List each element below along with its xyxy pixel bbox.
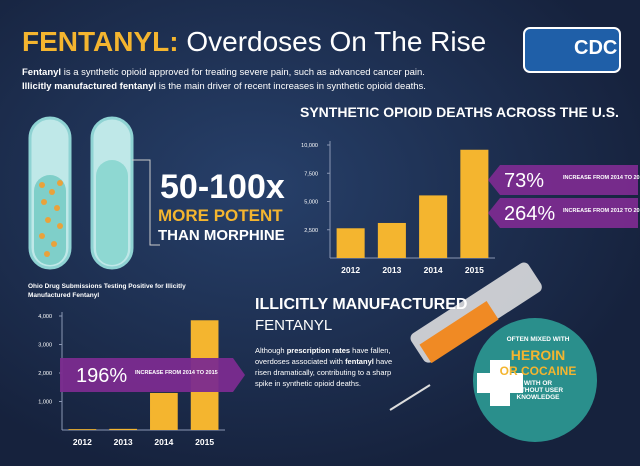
banner-text: INCREASE FROM 2012 TO 2015 <box>563 208 640 214</box>
banner-text: INCREASE FROM 2014 TO 2015 <box>563 175 640 181</box>
banner-figure: 73% <box>504 170 544 192</box>
test-tubes <box>28 116 160 270</box>
y-tick-label: 7,500 <box>304 171 318 177</box>
x-tick-label: 2013 <box>114 437 133 447</box>
bold-run: prescription rates <box>286 346 351 355</box>
potency-line2: THAN MORPHINE <box>158 227 285 244</box>
logo: CDC <box>574 37 618 59</box>
banner-text: INCREASE FROM 2014 TO 2015 <box>135 370 218 376</box>
intro-line: Fentanyl is a synthetic opioid approved … <box>22 66 426 80</box>
text-run: is a synthetic opioid approved for treat… <box>61 67 425 78</box>
illicit-title: ILLICITLY MANUFACTURED <box>255 296 468 313</box>
bold-run: Illicitly manufactured fentanyl <box>22 81 157 92</box>
mixed-line2: HEROIN <box>510 347 566 363</box>
y-tick-label: 4,000 <box>38 314 52 320</box>
chart-title: SYNTHETIC OPIOID DEATHS ACROSS THE U.S. <box>300 104 619 120</box>
x-tick-label: 2012 <box>341 265 360 275</box>
bold-run: Fentanyl <box>22 67 62 78</box>
x-tick-label: 2015 <box>195 437 214 447</box>
y-tick-label: 5,000 <box>304 200 318 206</box>
mixed-line4: WITH OR WITHOUT USER KNOWLEDGE <box>512 380 564 401</box>
y-tick-label: 1,000 <box>38 400 52 406</box>
y-tick-label: 3,000 <box>38 343 52 349</box>
x-tick-label: 2014 <box>154 437 173 447</box>
bar <box>150 392 178 430</box>
mixed-line3: OR COCAINE <box>499 364 577 378</box>
mixed-line1: OFTEN MIXED WITH <box>506 336 570 343</box>
illicit-subtitle: FENTANYL <box>255 317 333 334</box>
text-run: have fallen, overdoses associated with <box>255 346 391 366</box>
bold-run: fentanyl <box>345 357 374 366</box>
banner <box>488 198 638 228</box>
y-tick-label: 2,500 <box>304 228 318 234</box>
potency-big: 50-100x <box>160 168 285 206</box>
y-tick-label: 2,000 <box>38 371 52 377</box>
logo-box <box>523 27 621 73</box>
bar <box>109 428 137 430</box>
banner <box>60 358 245 392</box>
title-bold: FENTANYL: <box>22 26 179 57</box>
x-tick-label: 2015 <box>465 265 484 275</box>
intro: Fentanyl is a synthetic opioid approved … <box>22 66 426 94</box>
x-tick-label: 2013 <box>382 265 401 275</box>
title-text: Overdoses On The Rise <box>186 26 487 57</box>
text-run: Although <box>255 346 287 355</box>
intro-line: Illicitly manufactured fentanyl is the m… <box>22 80 426 94</box>
x-tick-label: 2012 <box>73 437 92 447</box>
bar <box>68 429 97 430</box>
x-tick-label: 2014 <box>424 265 443 275</box>
banner-figure: 196% <box>76 365 127 387</box>
bar <box>460 149 489 258</box>
bar <box>377 222 406 258</box>
chart-title: Ohio Drug Submissions Testing Positive f… <box>28 283 186 299</box>
illicit-body: Although prescription rates have fallen,… <box>255 345 395 389</box>
y-tick-label: 10,000 <box>301 143 318 149</box>
text-run: is the main driver of recent increases i… <box>156 81 426 92</box>
bar <box>336 228 365 258</box>
banner <box>488 165 638 195</box>
potency-line1: MORE POTENT <box>158 206 283 225</box>
title: FENTANYL: Overdoses On The Rise <box>22 26 486 58</box>
syringe <box>389 262 597 442</box>
text-run: have risen dramatically, contributing to… <box>255 357 393 388</box>
bar <box>419 195 448 258</box>
banner-figure: 264% <box>504 203 555 225</box>
